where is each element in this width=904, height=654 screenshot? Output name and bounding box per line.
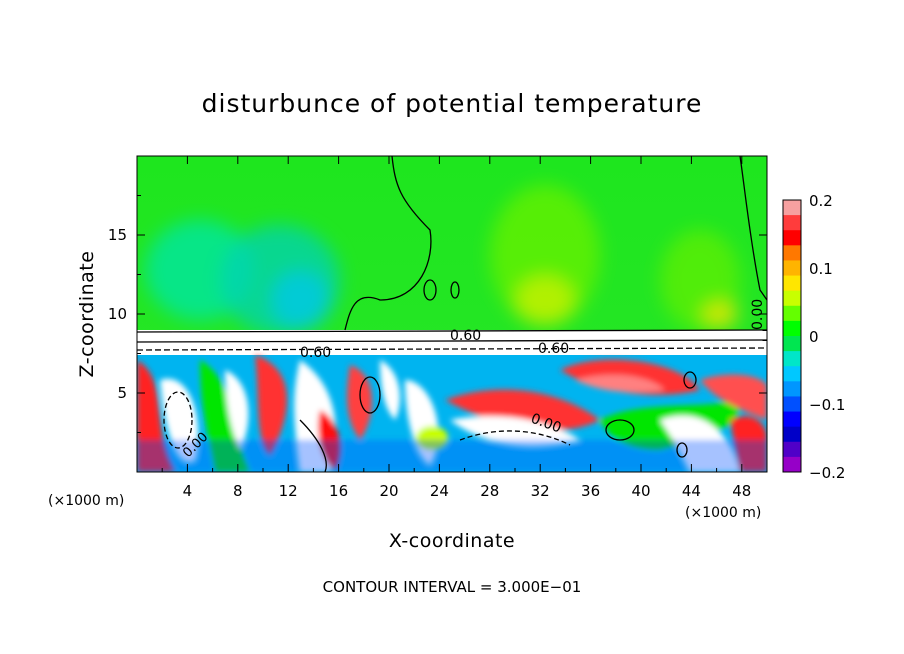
- colorbar-swatch: [783, 275, 801, 292]
- colorbar-swatch: [783, 366, 801, 382]
- x-axis-label: X-coordinate: [389, 530, 515, 552]
- x-axis: 4 8 12 16 20 24 28 32 36 40 44 48: [161, 156, 751, 500]
- colorbar-swatch: [783, 381, 801, 397]
- colorbar-swatch: [783, 215, 801, 231]
- colorbar-swatch: [783, 320, 801, 337]
- lower-turbulence: [137, 355, 767, 472]
- colorbar-tick-label: 0.2: [809, 192, 833, 210]
- y-axis: 5 10 15: [108, 195, 767, 433]
- plot-area: [137, 156, 767, 472]
- inversion-band: [137, 330, 767, 356]
- y-tick-label: 5: [117, 384, 127, 402]
- colorbar-swatch: [783, 411, 801, 428]
- contour-label: 0.00: [750, 299, 766, 330]
- colorbar-swatch: [783, 260, 801, 277]
- colorbar-swatch: [783, 456, 801, 473]
- x-tick-label: 48: [732, 482, 751, 500]
- x-tick-label: 4: [183, 482, 193, 500]
- x-tick-label: 40: [631, 482, 650, 500]
- contour-interval: CONTOUR INTERVAL = 3.000E−01: [323, 578, 582, 596]
- x-tick-label: 28: [480, 482, 499, 500]
- colorbar-swatch: [783, 351, 801, 367]
- colorbar-swatch: [783, 441, 801, 458]
- colorbar-tick-label: −0.1: [809, 396, 845, 414]
- upper-anomalies: [145, 185, 740, 335]
- contour-label: 0.60: [300, 345, 331, 361]
- colorbar-swatch: [783, 305, 801, 322]
- x-tick-label: 44: [682, 482, 701, 500]
- contour-label: 0.60: [450, 328, 481, 344]
- x-tick-label: 24: [430, 482, 449, 500]
- y-tick-label: 10: [108, 305, 127, 323]
- colorbar-swatch: [783, 245, 801, 261]
- colorbar-tick-label: −0.2: [809, 464, 845, 482]
- colorbar-swatch: [783, 396, 801, 413]
- x-tick-label: 8: [233, 482, 243, 500]
- colorbar-tick-label: 0.1: [809, 260, 833, 278]
- chart-title: disturbunce of potential temperature: [202, 89, 703, 118]
- colorbar-ticks: 0.2 0.1 0 −0.1 −0.2: [809, 192, 845, 482]
- colorbar-swatch: [783, 200, 801, 216]
- x-tick-label: 20: [379, 482, 398, 500]
- contour-label: 0.60: [538, 341, 569, 357]
- colorbar-frame: [782, 199, 802, 473]
- colorbar-tick-label: 0: [809, 328, 819, 346]
- x-tick-label: 12: [279, 482, 298, 500]
- x-tick-label: 32: [531, 482, 550, 500]
- contour-lines: [137, 156, 767, 472]
- y-tick-label: 15: [108, 226, 127, 244]
- colorbar-swatch: [783, 336, 801, 352]
- colorbar: [782, 199, 802, 473]
- x-tick-label: 16: [329, 482, 348, 500]
- colorbar-swatch: [783, 230, 801, 246]
- colorbar-swatch: [783, 426, 801, 443]
- y-axis-label: Z-coordinate: [76, 251, 98, 378]
- x-tick-label: 36: [581, 482, 600, 500]
- colorbar-swatch: [783, 290, 801, 307]
- x-unit-left: (×1000 m): [48, 493, 124, 509]
- x-unit-right: (×1000 m): [685, 505, 761, 521]
